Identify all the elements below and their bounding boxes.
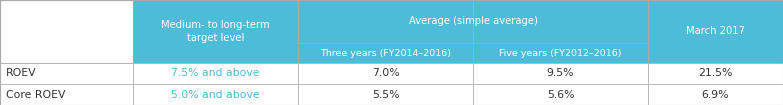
Text: 7.0%: 7.0%: [372, 68, 399, 79]
Text: Medium- to long-term
target level: Medium- to long-term target level: [161, 20, 270, 43]
Bar: [298, 43, 473, 63]
Text: Three years (FY2014–2016): Three years (FY2014–2016): [320, 49, 451, 58]
Bar: [298, 84, 473, 105]
Bar: [648, 0, 783, 63]
Bar: [648, 63, 783, 84]
Bar: [298, 0, 473, 43]
Bar: [0, 63, 133, 84]
Bar: [648, 84, 783, 105]
Bar: [133, 84, 298, 105]
Bar: [473, 0, 648, 43]
Text: 21.5%: 21.5%: [698, 68, 733, 79]
Text: 9.5%: 9.5%: [547, 68, 574, 79]
Text: 5.6%: 5.6%: [547, 89, 574, 100]
Text: March 2017: March 2017: [686, 26, 745, 37]
Text: Five years (FY2012–2016): Five years (FY2012–2016): [500, 49, 622, 58]
Text: Core ROEV: Core ROEV: [6, 89, 66, 100]
Bar: [0, 0, 133, 63]
Text: ROEV: ROEV: [6, 68, 37, 79]
Bar: [133, 0, 298, 63]
Text: 5.5%: 5.5%: [372, 89, 399, 100]
Text: 5.0% and above: 5.0% and above: [171, 89, 260, 100]
Bar: [473, 84, 648, 105]
Bar: [133, 63, 298, 84]
Bar: [473, 63, 648, 84]
Text: 7.5% and above: 7.5% and above: [171, 68, 260, 79]
Text: 6.9%: 6.9%: [702, 89, 729, 100]
Bar: [298, 63, 473, 84]
Bar: [473, 43, 648, 63]
Text: Average (simple average): Average (simple average): [409, 16, 537, 26]
Bar: [0, 84, 133, 105]
